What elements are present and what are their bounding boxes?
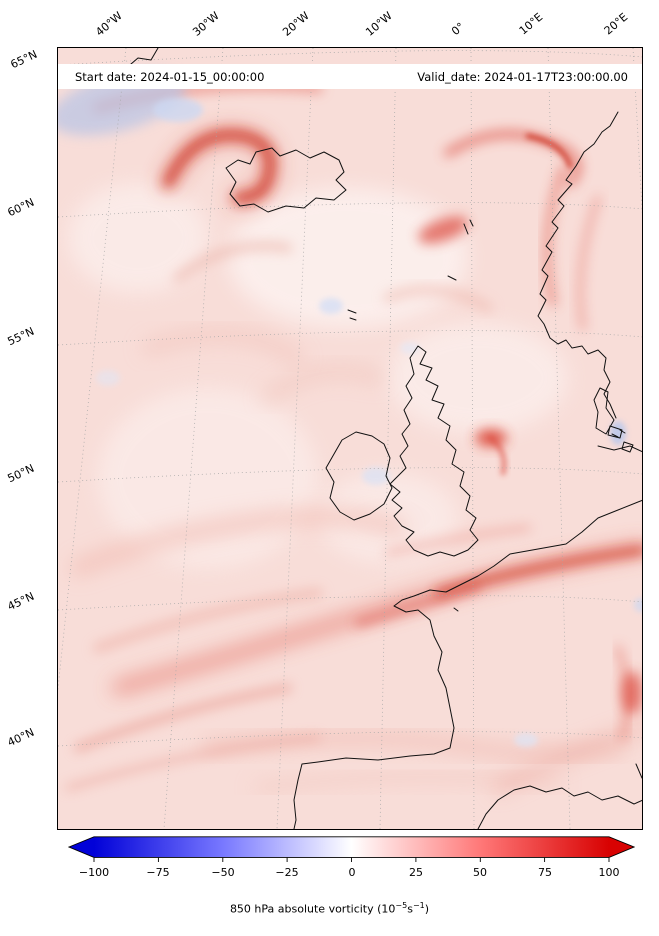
lon-tick-10w: 10°W xyxy=(363,9,395,39)
cbar-tick-75: 75 xyxy=(538,866,552,879)
lon-tick-30w: 30°W xyxy=(190,9,222,39)
colorbar xyxy=(67,836,636,863)
cbar-tick-25: 25 xyxy=(409,866,423,879)
lon-tick-20w: 20°W xyxy=(280,9,312,39)
lon-tick-20e: 20°E xyxy=(601,10,631,38)
caption-close-paren: ) xyxy=(424,902,430,916)
valid-date-label: Valid_date: 2024-01-17T23:00:00.00 xyxy=(417,69,628,84)
colorbar-gradient xyxy=(67,836,636,862)
cbar-tick-0: 0 xyxy=(348,866,356,879)
colorbar-caption: 850 hPa absolute vorticity (10−5s−1) xyxy=(0,901,659,916)
colorbar-tick-marks xyxy=(93,857,610,862)
caption-exponent-1: −5 xyxy=(395,901,408,910)
lat-tick-60n: 60°N xyxy=(5,195,37,220)
lon-tick-10e: 10°E xyxy=(516,10,546,38)
vorticity-field-layer xyxy=(58,48,642,829)
cbar-tick-neg50: −50 xyxy=(211,866,235,879)
lat-tick-45n: 45°N xyxy=(5,589,37,614)
cbar-tick-neg100: −100 xyxy=(78,866,110,879)
lon-tick-40w: 40°W xyxy=(93,9,125,39)
lat-tick-55n: 55°N xyxy=(5,324,37,349)
lat-tick-50n: 50°N xyxy=(5,461,37,486)
colorbar-tick-labels: −100 −75 −50 −25 0 25 50 75 100 xyxy=(68,866,635,880)
cbar-tick-50: 50 xyxy=(473,866,487,879)
map-plot-area: Start date: 2024-01-15_00:00:00 Valid_da… xyxy=(57,47,643,830)
coastlines-layer xyxy=(58,48,642,829)
cbar-tick-neg75: −75 xyxy=(146,866,170,879)
caption-exponent-2: −1 xyxy=(412,901,425,910)
cbar-tick-100: 100 xyxy=(598,866,620,879)
lat-tick-40n: 40°N xyxy=(5,725,37,750)
field-red-filaments xyxy=(65,80,642,791)
lat-tick-65n: 65°N xyxy=(8,47,40,72)
lon-tick-0: 0° xyxy=(449,20,467,38)
graticule-layer xyxy=(58,48,642,829)
cbar-tick-neg25: −25 xyxy=(275,866,299,879)
start-date-label: Start date: 2024-01-15_00:00:00 xyxy=(75,69,265,84)
date-annotation-strip: Start date: 2024-01-15_00:00:00 Valid_da… xyxy=(58,64,642,89)
caption-unit-s: s xyxy=(407,902,413,916)
caption-text: 850 hPa absolute vorticity (10 xyxy=(229,902,396,916)
